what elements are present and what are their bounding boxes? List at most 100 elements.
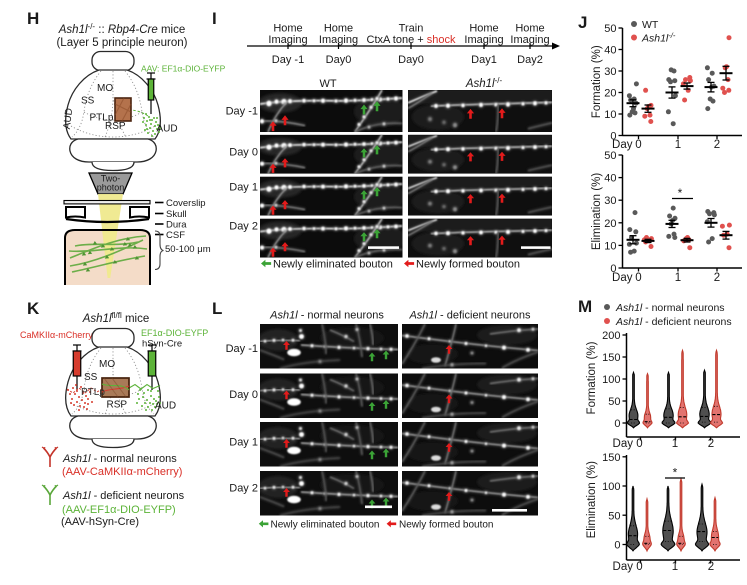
svg-text:M: M — [578, 297, 592, 316]
svg-text:CtxA tone + shock: CtxA tone + shock — [367, 34, 456, 46]
svg-text:Ash1l-/-: Ash1l-/- — [641, 31, 676, 45]
svg-text:100: 100 — [602, 374, 620, 386]
svg-text:Ash1l - normal neurons: Ash1l - normal neurons — [62, 453, 177, 465]
svg-text:Day: Day — [612, 272, 633, 284]
svg-text:20: 20 — [604, 88, 616, 100]
svg-text:0: 0 — [614, 540, 620, 552]
svg-text:Formation (%): Formation (%) — [586, 341, 598, 414]
svg-text:30: 30 — [604, 195, 616, 207]
svg-text:40: 40 — [604, 173, 616, 185]
svg-text:Day 1: Day 1 — [229, 182, 258, 194]
svg-text:EF1α-DIO-EYFP: EF1α-DIO-EYFP — [141, 328, 208, 338]
svg-text:2: 2 — [708, 561, 714, 573]
svg-text:Day: Day — [613, 561, 634, 573]
svg-text:0: 0 — [635, 272, 641, 284]
svg-text:(AAV-hSyn-Cre): (AAV-hSyn-Cre) — [61, 516, 139, 528]
svg-text:1: 1 — [672, 438, 678, 450]
svg-text:Day -1: Day -1 — [226, 106, 258, 118]
svg-text:100: 100 — [602, 481, 620, 493]
svg-text:WT: WT — [319, 78, 336, 90]
svg-text:Day: Day — [612, 139, 633, 151]
svg-text:Elimination (%): Elimination (%) — [586, 461, 598, 538]
svg-text:Dura: Dura — [166, 220, 187, 231]
svg-text:Coverslip: Coverslip — [166, 198, 206, 209]
svg-text:2: 2 — [708, 438, 714, 450]
svg-text:0: 0 — [636, 561, 642, 573]
svg-text:*: * — [678, 186, 683, 200]
svg-text:CaMKIIα-mCherry: CaMKIIα-mCherry — [20, 330, 93, 340]
svg-text:50: 50 — [604, 23, 616, 35]
svg-text:I: I — [212, 9, 217, 28]
svg-text:Imaging: Imaging — [510, 34, 549, 46]
svg-text:50-100 μm: 50-100 μm — [165, 244, 211, 255]
svg-text:Newly formed bouton: Newly formed bouton — [416, 259, 520, 271]
svg-text:PTLp: PTLp — [81, 387, 105, 398]
svg-text:Imaging: Imaging — [319, 34, 358, 46]
svg-text:Day: Day — [613, 438, 634, 450]
svg-text:Day -1: Day -1 — [272, 54, 304, 66]
svg-text:Day 0: Day 0 — [229, 389, 258, 401]
svg-text:Home: Home — [273, 23, 302, 35]
svg-text:Ash1l - normal neurons: Ash1l - normal neurons — [269, 310, 384, 322]
svg-text:10: 10 — [604, 109, 616, 121]
svg-text:20: 20 — [604, 218, 616, 230]
svg-text:Ash1l-/- :: Rbp4-Cre mice: Ash1l-/- :: Rbp4-Cre mice — [58, 22, 185, 36]
svg-text:WT: WT — [642, 19, 659, 31]
svg-text:Day2: Day2 — [517, 54, 543, 66]
svg-text:Day 2: Day 2 — [229, 221, 258, 233]
svg-text:Newly eliminated bouton: Newly eliminated bouton — [271, 519, 380, 530]
svg-text:Day0: Day0 — [326, 54, 352, 66]
svg-text:200: 200 — [602, 330, 620, 342]
svg-text:H: H — [27, 9, 39, 28]
svg-text:40: 40 — [604, 45, 616, 57]
svg-text:Ash1l - deficient neurons: Ash1l - deficient neurons — [62, 490, 185, 502]
svg-text:SS: SS — [84, 372, 98, 383]
svg-text:photon: photon — [97, 183, 125, 193]
svg-text:K: K — [27, 299, 40, 318]
svg-text:0: 0 — [610, 131, 616, 143]
svg-text:30: 30 — [604, 66, 616, 78]
svg-text:SS: SS — [81, 96, 95, 107]
svg-text:150: 150 — [602, 452, 620, 464]
svg-text:Home: Home — [515, 23, 544, 35]
svg-text:(AAV-EF1α-DIO-EYFP): (AAV-EF1α-DIO-EYFP) — [62, 504, 176, 516]
svg-text:Imaging: Imaging — [268, 34, 307, 46]
svg-text:CSF: CSF — [166, 230, 185, 241]
svg-text:Home: Home — [324, 23, 353, 35]
svg-text:MO: MO — [99, 359, 115, 370]
svg-text:Day 0: Day 0 — [229, 147, 258, 159]
svg-text:1: 1 — [675, 139, 681, 151]
svg-text:AAV: EF1α-DIO-EYFP: AAV: EF1α-DIO-EYFP — [141, 64, 226, 74]
svg-text:AUD: AUD — [157, 124, 178, 135]
svg-text:Elimination (%): Elimination (%) — [591, 173, 603, 250]
svg-text:AUD: AUD — [62, 108, 75, 130]
svg-text:0: 0 — [614, 418, 620, 430]
svg-text:Train: Train — [399, 23, 424, 35]
svg-text:50: 50 — [608, 396, 620, 408]
svg-text:2: 2 — [714, 272, 720, 284]
svg-text:Day -1: Day -1 — [226, 343, 258, 355]
svg-text:1: 1 — [675, 272, 681, 284]
svg-text:Day0: Day0 — [398, 54, 424, 66]
svg-text:0: 0 — [636, 438, 642, 450]
svg-text:Imaging: Imaging — [464, 34, 503, 46]
svg-text:Ash1l-/-: Ash1l-/- — [465, 76, 503, 90]
svg-text:Newly eliminated bouton: Newly eliminated bouton — [273, 259, 393, 271]
svg-text:Day 1: Day 1 — [229, 437, 258, 449]
svg-text:Day1: Day1 — [471, 54, 497, 66]
svg-text:*: * — [673, 466, 678, 480]
svg-text:Home: Home — [469, 23, 498, 35]
svg-text:Ash1lfl/fl mice: Ash1lfl/fl mice — [82, 311, 150, 325]
svg-text:2: 2 — [714, 139, 720, 151]
svg-text:Ash1l - deficient neurons: Ash1l - deficient neurons — [408, 310, 531, 322]
svg-text:1: 1 — [672, 561, 678, 573]
svg-text:Newly formed bouton: Newly formed bouton — [399, 519, 494, 530]
svg-text:RSP: RSP — [105, 121, 126, 132]
svg-text:L: L — [212, 299, 222, 318]
svg-text:Skull: Skull — [166, 209, 187, 220]
svg-text:(Layer 5 principle neuron): (Layer 5 principle neuron) — [56, 37, 187, 49]
svg-text:0: 0 — [635, 139, 641, 151]
svg-text:150: 150 — [602, 352, 620, 364]
svg-text:Ash1l - normal neurons: Ash1l - normal neurons — [615, 302, 725, 314]
svg-text:J: J — [578, 13, 587, 32]
